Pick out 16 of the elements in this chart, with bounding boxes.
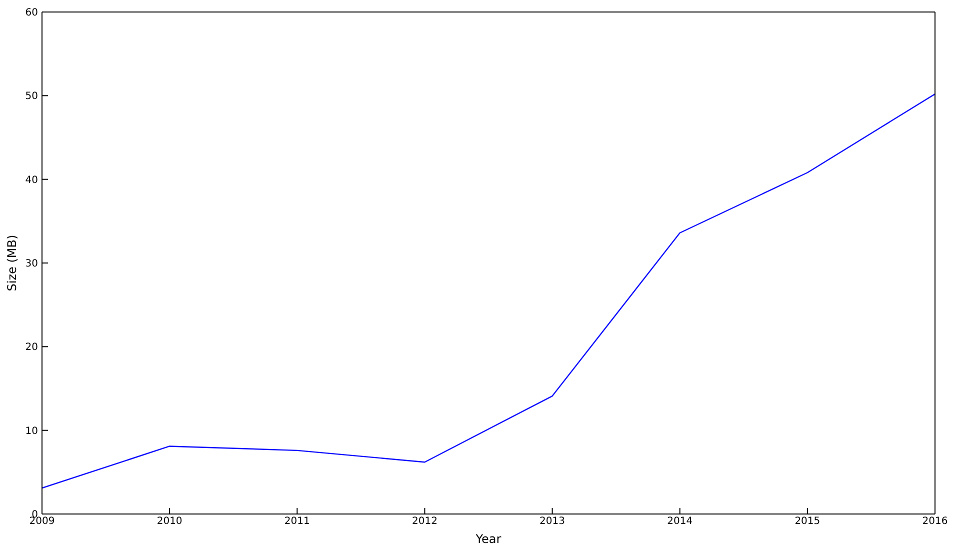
- x-tick-label: 2016: [922, 516, 948, 528]
- x-tick-label: 2015: [794, 516, 820, 528]
- x-tick-label: 2010: [156, 516, 182, 528]
- x-axis-title: Year: [474, 532, 502, 546]
- y-tick-label: 50: [25, 91, 38, 102]
- line-series: [42, 93, 935, 489]
- x-tick-label: 2011: [284, 516, 310, 528]
- y-tick-label: 30: [25, 258, 38, 270]
- y-tick-label: 60: [25, 8, 38, 19]
- y-tick-label: 20: [25, 342, 38, 354]
- x-tick-label: 2013: [540, 516, 566, 528]
- y-tick-label: 40: [25, 174, 38, 186]
- y-axis-title: Size (MB): [5, 234, 19, 292]
- y-tick-label: 10: [25, 426, 38, 437]
- x-tick-label: 2012: [412, 516, 438, 528]
- x-tick-label: 2014: [667, 516, 693, 528]
